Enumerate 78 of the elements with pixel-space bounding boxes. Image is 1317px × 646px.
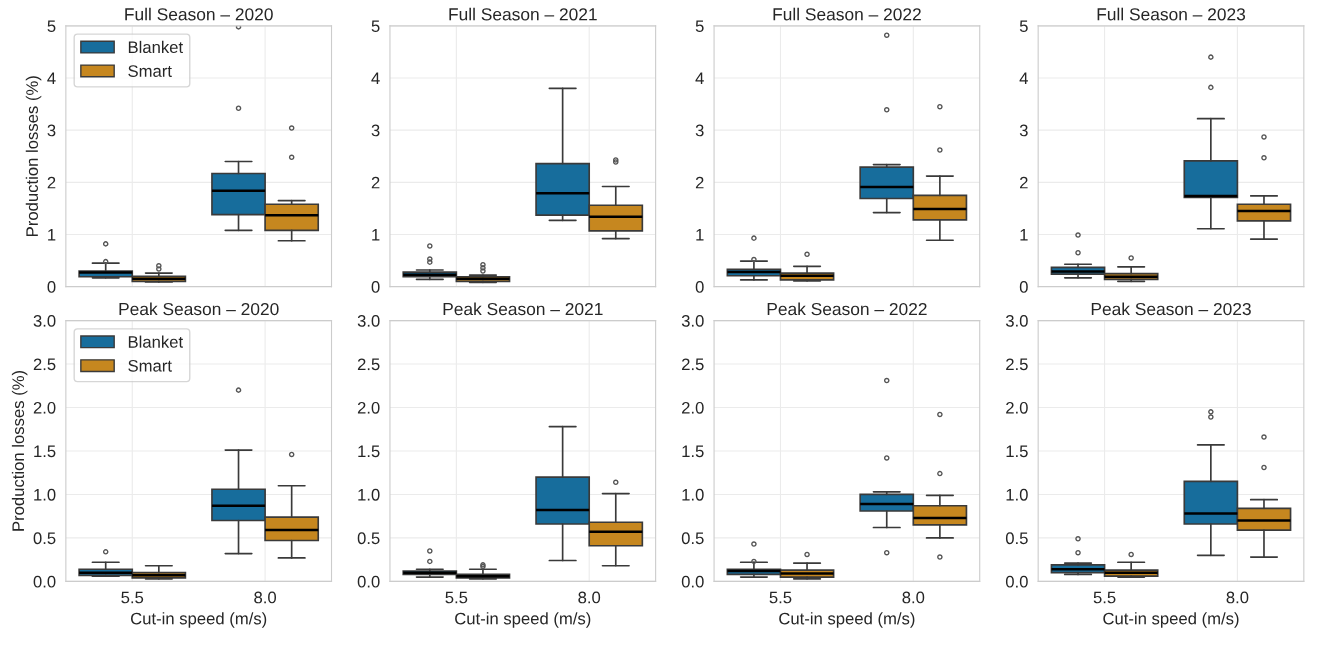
y-tick-label: 2.5 [33,358,56,371]
y-tick-label: 2.0 [1006,401,1028,414]
y-tick-label: 3 [1019,124,1028,137]
y-tick-label: 1 [696,229,704,241]
y-tick-label: 2.0 [33,401,56,414]
y-tick-label: 1 [48,229,56,241]
y-tick-label: 2.0 [357,401,380,414]
legend-label: Blanket [128,335,183,348]
y-tick-label: 0.5 [357,532,380,545]
y-tick-label: 5 [47,20,56,33]
y-tick-label: 1.5 [358,445,380,458]
chart-title: Full Season – 2023 [1097,7,1246,21]
y-tick-label: 3.0 [681,314,704,327]
y-tick-label: 0.5 [681,532,704,545]
x-tick-label: 5.5 [445,591,468,604]
chart-title: Full Season – 2020 [125,7,273,21]
y-tick-label: 1.5 [682,445,704,458]
chart-title: Full Season – 2021 [449,7,597,21]
y-tick-label: 0 [1019,281,1028,293]
y-tick-label: 4 [1019,72,1028,85]
y-tick-label: 2.5 [682,358,704,371]
chart-title: Peak Season – 2023 [1091,302,1251,316]
x-axis-title: Cut-in speed (m/s) [130,612,267,628]
y-tick-label: 4 [47,72,56,85]
y-tick-label: 4 [371,72,380,85]
x-tick-label: 8.0 [254,591,277,604]
y-tick-label: 3 [371,124,380,137]
y-tick-label: 0.5 [1005,532,1028,545]
y-tick-label: 2 [371,176,380,189]
y-tick-label: 5 [1019,20,1028,33]
legend-label: Blanket [128,40,183,54]
y-tick-label: 1.0 [682,488,704,501]
y-tick-label: 1.0 [34,488,56,501]
y-tick-label: 2 [695,176,704,189]
chart-title: Peak Season – 2021 [443,302,603,316]
y-axis-title: Production losses (%) [25,76,42,236]
y-tick-label: 2.0 [682,401,704,414]
y-tick-label: 2.5 [357,358,380,371]
y-tick-label: 3.0 [1005,314,1028,327]
y-tick-label: 1.5 [34,445,56,458]
y-tick-label: 2.5 [1006,358,1028,371]
y-axis-title: Production losses (%) [11,370,28,531]
y-tick-label: 1.0 [1006,488,1028,501]
x-axis-title: Cut-in speed (m/s) [455,612,591,628]
y-tick-label: 0 [695,281,704,293]
x-tick-label: 5.5 [1093,591,1116,604]
y-tick-label: 0 [47,281,56,293]
y-tick-label: 2 [1020,176,1028,189]
x-tick-label: 5.5 [769,591,792,604]
chart-title: Peak Season – 2020 [119,302,279,316]
y-tick-label: 3.0 [33,314,56,327]
x-tick-label: 5.5 [121,591,144,604]
y-tick-label: 0.0 [681,575,704,588]
y-tick-label: 4 [695,72,704,85]
y-tick-label: 0.0 [1005,575,1028,588]
y-tick-label: 0 [371,281,380,293]
y-tick-label: 0.5 [33,532,56,545]
y-tick-label: 1.0 [358,488,380,501]
y-tick-label: 2 [47,176,56,189]
x-tick-label: 8.0 [1226,591,1249,604]
x-axis-title: Cut-in speed (m/s) [1103,612,1239,628]
y-tick-label: 3 [47,124,56,137]
y-tick-label: 5 [695,20,704,33]
x-tick-label: 8.0 [902,591,925,604]
y-tick-label: 3.0 [357,314,380,327]
y-tick-label: 5 [371,20,380,33]
legend-label: Smart [128,65,172,77]
y-tick-label: 0.0 [357,575,380,588]
y-tick-label: 0.0 [33,575,56,588]
chart-title: Peak Season – 2022 [767,302,927,316]
legend-label: Smart [128,359,172,372]
y-tick-label: 1 [1020,229,1028,241]
y-tick-label: 1 [372,229,380,241]
x-axis-title: Cut-in speed (m/s) [779,612,915,628]
x-tick-label: 8.0 [578,591,601,604]
chart-title: Full Season – 2022 [773,7,921,21]
y-tick-label: 3 [695,124,704,137]
y-tick-label: 1.5 [1006,445,1028,458]
